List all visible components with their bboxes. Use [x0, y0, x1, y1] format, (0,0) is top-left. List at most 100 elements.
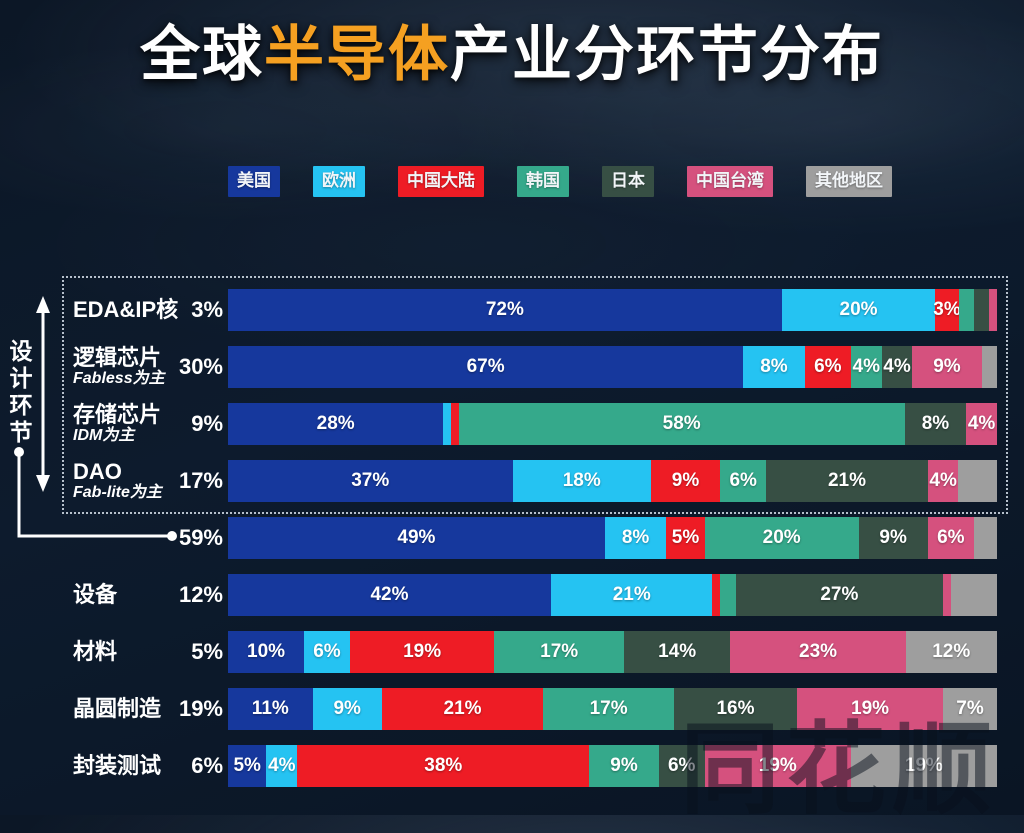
bar-segment: 8%: [743, 346, 805, 388]
bar-segment-value: 17%: [589, 698, 628, 719]
bar-segment-value: 8%: [921, 413, 950, 434]
bar-segment-value: 19%: [403, 641, 442, 662]
bar-segment-value: 6%: [729, 470, 757, 491]
bar-segment: 58%: [458, 403, 905, 445]
chart-row: 材料 5% 10% 6% 19% 17% 14% 23% 12%: [0, 631, 1024, 673]
bar-segment-value: 4%: [929, 470, 957, 491]
row-total-pct: 19%: [178, 696, 223, 721]
bar-segment: 18%: [512, 460, 651, 502]
row-name: 逻辑芯片: [73, 345, 162, 370]
bar-segment: 3%: [933, 289, 961, 331]
bar-segment: 16%: [673, 688, 798, 730]
bar-segment: [981, 346, 997, 388]
bar-segment-value: 18%: [562, 470, 601, 491]
bar-segment: [950, 574, 997, 616]
bar-segment-value: 9%: [610, 755, 638, 776]
bar-segment: 42%: [228, 574, 551, 616]
row-label: DAO Fab-lite为主 17%: [73, 460, 223, 502]
row-label: EDA&IP核 3%: [73, 289, 223, 331]
bar-segment-value: 8%: [760, 356, 788, 377]
bar-segment: 9%: [912, 346, 982, 388]
bar-segment: 49%: [228, 517, 605, 559]
bar-segment-value: 10%: [247, 641, 286, 662]
row-name-block: 设备: [73, 583, 179, 607]
stacked-bar: 67% 8% 6% 4% 4% 9%: [228, 346, 997, 388]
bar-segment: 6%: [658, 745, 705, 787]
legend-item-3: 韩国: [517, 166, 569, 197]
bar-segment: 19%: [850, 745, 997, 787]
bar-segment: 38%: [297, 745, 590, 787]
stacked-bar: 5% 4% 38% 9% 6% 19% 19%: [228, 745, 997, 787]
chart-row: 存储芯片 IDM为主 9% 28% 58% 8% 4%: [0, 403, 1024, 445]
bar-segment-value: 6%: [937, 527, 965, 548]
row-total-pct: 12%: [178, 582, 223, 607]
bar-segment: [973, 289, 990, 331]
bar-segment-value: 21%: [612, 584, 651, 605]
bar-segment: [943, 574, 951, 616]
bar-segment: 4%: [966, 403, 997, 445]
stacked-bar: 10% 6% 19% 17% 14% 23% 12%: [228, 631, 997, 673]
row-sublabel: IDM为主: [73, 427, 135, 444]
row-total-pct: 3%: [191, 297, 223, 322]
bar-segment-value: 16%: [716, 698, 755, 719]
bar-segment-value: 42%: [370, 584, 409, 605]
bar-segment-value: 38%: [424, 755, 463, 776]
row-name: EDA&IP核: [73, 297, 179, 322]
row-label: 封装测试 6%: [73, 745, 223, 787]
row-name-block: EDA&IP核: [73, 298, 191, 322]
bar-segment-value: 72%: [485, 299, 524, 320]
chart-row: DAO Fab-lite为主 17% 37% 18% 9% 6% 21% 4%: [0, 460, 1024, 502]
row-label: 59%: [73, 517, 223, 559]
bar-segment: 19%: [704, 745, 851, 787]
bar-segment: 19%: [797, 688, 944, 730]
row-name: 封装测试: [73, 753, 162, 778]
bar-segment: 17%: [543, 688, 674, 730]
page-title: 全球半导体产业分环节分布: [0, 6, 1024, 93]
bar-segment: [720, 574, 736, 616]
bar-segment: 21%: [381, 688, 544, 730]
bar-segment: 5%: [228, 745, 267, 787]
bar-segment: [958, 289, 974, 331]
row-sublabel: Fab-lite为主: [73, 484, 162, 501]
legend-item-1: 欧洲: [313, 166, 365, 197]
bar-segment-value: 11%: [251, 698, 289, 719]
bar-segment: [443, 403, 451, 445]
legend: 美国 欧洲 中国大陆 韩国 日本 中国台湾 其他地区: [228, 166, 892, 197]
bar-segment-value: 5%: [233, 755, 261, 776]
bar-segment-value: 9%: [933, 356, 961, 377]
bar-segment: 8%: [604, 517, 667, 559]
design-stage-label: 设计环节: [9, 338, 33, 445]
row-total-pct: 5%: [191, 639, 223, 664]
bar-segment: 27%: [735, 574, 944, 616]
bar-segment: 12%: [905, 631, 997, 673]
row-name-block: 逻辑芯片 Fabless为主: [73, 346, 179, 388]
title-prefix: 全球: [140, 21, 264, 88]
row-total-pct: 17%: [178, 468, 223, 493]
row-label: 设备 12%: [73, 574, 223, 616]
bar-segment: 11%: [228, 688, 313, 730]
row-total-pct: 30%: [178, 354, 223, 379]
bar-segment: 67%: [228, 346, 744, 388]
bar-segment-value: 19%: [851, 698, 890, 719]
row-name-block: 材料: [73, 640, 191, 664]
title-suffix: 产业分环节分布: [450, 21, 884, 88]
bar-segment: 9%: [312, 688, 382, 730]
chart-row: 设备 12% 42% 21% 27%: [0, 574, 1024, 616]
bar-segment: 4%: [881, 346, 913, 388]
bar-segment: 8%: [904, 403, 967, 445]
bar-segment: 5%: [666, 517, 705, 559]
bar-segment-value: 4%: [883, 356, 911, 377]
bar-segment-value: 9%: [879, 527, 907, 548]
legend-item-6: 其他地区: [806, 166, 892, 197]
bar-segment-value: 28%: [316, 413, 355, 434]
bar-segment: 10%: [228, 631, 305, 673]
bar-segment: 20%: [704, 517, 859, 559]
bar-segment-value: 6%: [814, 356, 842, 377]
bar-segment: 23%: [730, 631, 906, 673]
chart-row: 封装测试 6% 5% 4% 38% 9% 6% 19% 19%: [0, 745, 1024, 787]
bar-segment: [973, 517, 997, 559]
bar-segment: 14%: [623, 631, 731, 673]
bar-segment-value: 20%: [762, 527, 801, 548]
bar-segment-value: 14%: [658, 641, 697, 662]
bar-segment-value: 9%: [671, 470, 700, 491]
